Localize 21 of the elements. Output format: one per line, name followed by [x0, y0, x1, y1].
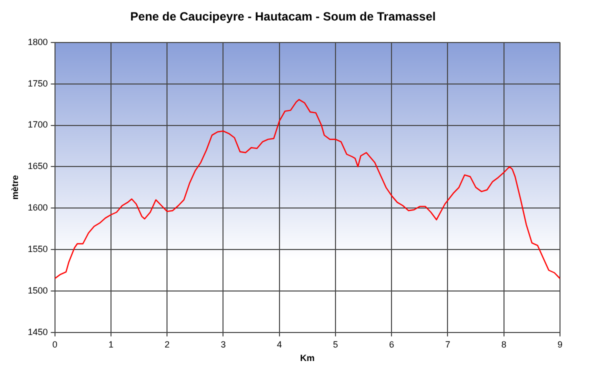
x-tick-label: 2 [164, 339, 170, 350]
y-axis-title: mètre [10, 175, 20, 200]
y-tick-label: 1650 [28, 161, 48, 172]
x-tick-label: 6 [389, 339, 394, 350]
y-tick-label: 1750 [28, 78, 48, 88]
x-tick-label: 9 [557, 339, 563, 350]
x-tick-label: 4 [276, 339, 282, 350]
x-tick-label: 8 [501, 339, 506, 350]
x-tick-label: 5 [332, 339, 338, 350]
y-tick-label: 1700 [28, 120, 48, 130]
y-tick-label: 1550 [28, 244, 48, 254]
chart-title: Pene de Caucipeyre - Hautacam - Soum de Tramassel [130, 10, 436, 24]
x-tick-label: 7 [445, 339, 450, 350]
x-axis-title: Km [300, 353, 315, 364]
y-tick-label: 1450 [28, 326, 48, 337]
y-tick-label: 1800 [28, 36, 48, 47]
y-tick-label: 1600 [28, 202, 48, 213]
x-tick-label: 0 [52, 339, 58, 350]
x-tick-label: 1 [108, 339, 114, 350]
x-tick-label: 3 [220, 339, 226, 350]
y-tick-label: 1500 [28, 285, 48, 296]
